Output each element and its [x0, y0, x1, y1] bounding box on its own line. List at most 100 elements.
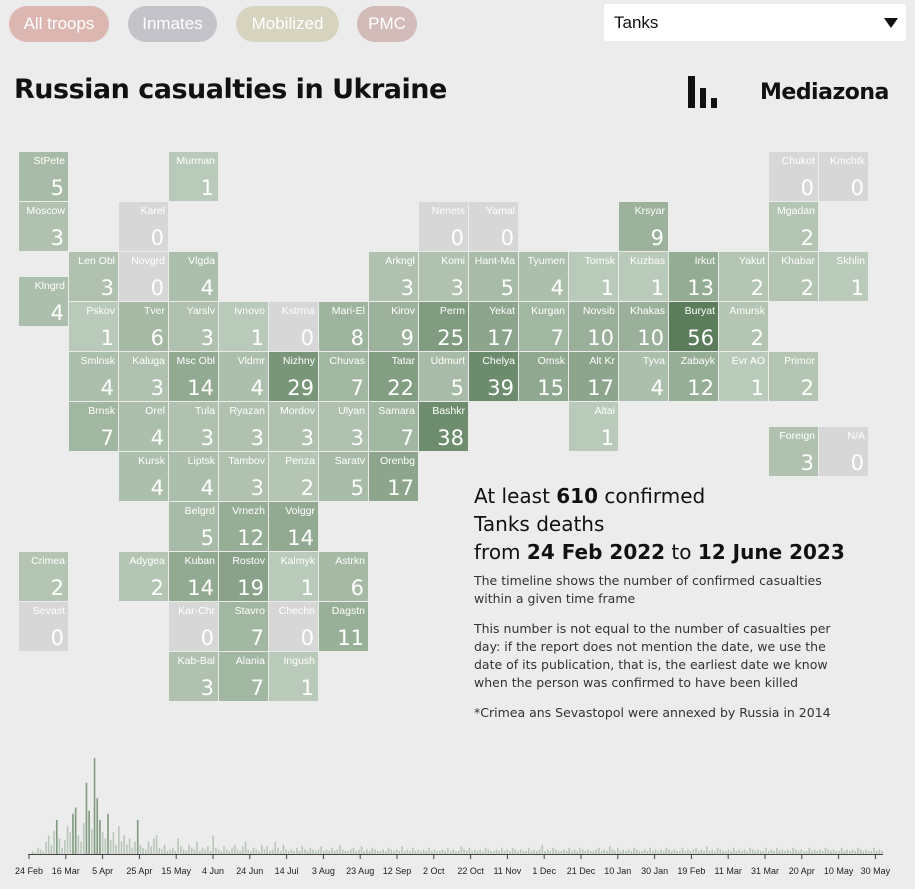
region-tile-yekat[interactable]: Yekat 17 [469, 302, 518, 351]
region-tile-moscow[interactable]: Moscow 3 [19, 202, 68, 251]
region-name: Udmurt [430, 355, 465, 367]
region-tile-khakas[interactable]: Khakas 10 [619, 302, 668, 351]
filter-pill-all-troops[interactable]: All troops [9, 6, 109, 42]
region-tile-mari-el[interactable]: Mari-El 8 [319, 302, 368, 351]
region-name: Ivnovo [234, 305, 265, 317]
region-tile-yarslv[interactable]: Yarslv 3 [169, 302, 218, 351]
region-tile-ryazan[interactable]: Ryazan 3 [219, 402, 268, 451]
region-tile-primor[interactable]: Primor 2 [769, 352, 818, 401]
region-tile-saratv[interactable]: Saratv 5 [319, 452, 368, 501]
region-tile-kar-chr[interactable]: Kar-Chr 0 [169, 602, 218, 651]
region-tile-rostov[interactable]: Rostov 19 [219, 552, 268, 601]
region-tile-tula[interactable]: Tula 3 [169, 402, 218, 451]
region-tile-ivnovo[interactable]: Ivnovo 1 [219, 302, 268, 351]
region-tile-crimea[interactable]: Crimea 2 [19, 552, 68, 601]
region-tile-samara[interactable]: Samara 7 [369, 402, 418, 451]
region-tile-buryat[interactable]: Buryat 56 [669, 302, 718, 351]
region-tile-stavro[interactable]: Stavro 7 [219, 602, 268, 651]
region-tile-kursk[interactable]: Kursk 4 [119, 452, 168, 501]
region-tile-smlnsk[interactable]: Smlnsk 4 [69, 352, 118, 401]
region-tile-kmchtk[interactable]: Kmchtk 0 [819, 152, 868, 201]
region-tile-astrkn[interactable]: Astrkn 6 [319, 552, 368, 601]
timeline-bar [328, 850, 330, 854]
region-tile-zabayk[interactable]: Zabayk 12 [669, 352, 718, 401]
region-tile-belgrd[interactable]: Belgrd 5 [169, 502, 218, 551]
region-tile-vrnezh[interactable]: Vrnezh 12 [219, 502, 268, 551]
region-tile-arkngl[interactable]: Arkngl 3 [369, 252, 418, 301]
region-tile-vlgda[interactable]: Vlgda 4 [169, 252, 218, 301]
region-tile-khabar[interactable]: Khabar 2 [769, 252, 818, 301]
region-tile-altai[interactable]: Altai 1 [569, 402, 618, 451]
region-tile-kaluga[interactable]: Kaluga 3 [119, 352, 168, 401]
region-tile-perm[interactable]: Perm 25 [419, 302, 468, 351]
region-tile-nizhny[interactable]: Nizhny 29 [269, 352, 318, 401]
region-tile-kstrma[interactable]: Kstrma 0 [269, 302, 318, 351]
region-tile-pskov[interactable]: Pskov 1 [69, 302, 118, 351]
region-tile-volggr[interactable]: Volggr 14 [269, 502, 318, 551]
region-tile-chelya[interactable]: Chelya 39 [469, 352, 518, 401]
timeline-bar [441, 849, 444, 854]
region-tile-adygea[interactable]: Adygea 2 [119, 552, 168, 601]
region-tile-n-a[interactable]: N/A 0 [819, 427, 868, 476]
region-tile-hant-ma[interactable]: Hant-Ma 5 [469, 252, 518, 301]
region-tile-stpete[interactable]: StPete 5 [19, 152, 68, 201]
region-tile-kurgan[interactable]: Kurgan 7 [519, 302, 568, 351]
region-tile-krsyar[interactable]: Krsyar 9 [619, 202, 668, 251]
region-tile-tomsk[interactable]: Tomsk 1 [569, 252, 618, 301]
region-tile-chuvas[interactable]: Chuvas 7 [319, 352, 368, 401]
region-tile-foreign[interactable]: Foreign 3 [769, 427, 818, 476]
region-tile-mordov[interactable]: Mordov 3 [269, 402, 318, 451]
region-tile-chukot[interactable]: Chukot 0 [769, 152, 818, 201]
region-tile-ingush[interactable]: Ingush 1 [269, 652, 318, 701]
region-tile-bashkr[interactable]: Bashkr 38 [419, 402, 468, 451]
region-tile-alt-kr[interactable]: Alt Kr 17 [569, 352, 618, 401]
region-tile-kalmyk[interactable]: Kalmyk 1 [269, 552, 318, 601]
region-tile-penza[interactable]: Penza 2 [269, 452, 318, 501]
filter-pill-pmc[interactable]: PMC [357, 6, 417, 42]
region-tile-liptsk[interactable]: Liptsk 4 [169, 452, 218, 501]
region-tile-msc-obl[interactable]: Msc Obl 14 [169, 352, 218, 401]
filter-pill-mobilized[interactable]: Mobilized [236, 6, 339, 42]
region-tile-amursk[interactable]: Amursk 2 [719, 302, 768, 351]
region-tile-kuzbas[interactable]: Kuzbas 1 [619, 252, 668, 301]
region-tile-kirov[interactable]: Kirov 9 [369, 302, 418, 351]
timeline-chart[interactable] [28, 750, 888, 860]
region-tile-tambov[interactable]: Tambov 3 [219, 452, 268, 501]
region-tile-sevast[interactable]: Sevast 0 [19, 602, 68, 651]
region-count: 0 [300, 626, 314, 650]
region-tile-novgrd[interactable]: Novgrd 0 [119, 252, 168, 301]
region-tile-orel[interactable]: Orel 4 [119, 402, 168, 451]
troop-type-select[interactable]: Tanks [604, 4, 906, 41]
region-tile-orenbg[interactable]: Orenbg 17 [369, 452, 418, 501]
region-tile-evr-ao[interactable]: Evr AO 1 [719, 352, 768, 401]
region-tile-karel[interactable]: Karel 0 [119, 202, 168, 251]
region-tile-klngrd[interactable]: Klngrd 4 [19, 277, 68, 326]
region-tile-mgadan[interactable]: Mgadan 2 [769, 202, 818, 251]
region-tile-omsk[interactable]: Omsk 15 [519, 352, 568, 401]
timeline-bar [673, 849, 676, 854]
region-tile-tyva[interactable]: Tyva 4 [619, 352, 668, 401]
region-name: Kmchtk [829, 155, 865, 167]
region-tile-komi[interactable]: Komi 3 [419, 252, 468, 301]
region-tile-murman[interactable]: Murman 1 [169, 152, 218, 201]
region-tile-chechn[interactable]: Chechn 0 [269, 602, 318, 651]
filter-pill-inmates[interactable]: Inmates [128, 6, 217, 42]
region-tile-kab-bal[interactable]: Kab-Bal 3 [169, 652, 218, 701]
region-tile-brnsk[interactable]: Brnsk 7 [69, 402, 118, 451]
region-tile-skhlin[interactable]: Skhlin 1 [819, 252, 868, 301]
region-tile-dagstn[interactable]: Dagstn 11 [319, 602, 368, 651]
region-tile-irkut[interactable]: Irkut 13 [669, 252, 718, 301]
region-tile-tyumen[interactable]: Tyumen 4 [519, 252, 568, 301]
region-tile-alania[interactable]: Alania 7 [219, 652, 268, 701]
region-tile-len-obl[interactable]: Len Obl 3 [69, 252, 118, 301]
region-tile-tatar[interactable]: Tatar 22 [369, 352, 418, 401]
region-tile-vldmr[interactable]: Vldmr 4 [219, 352, 268, 401]
region-tile-ulyan[interactable]: Ulyan 3 [319, 402, 368, 451]
region-tile-yamal[interactable]: Yamal 0 [469, 202, 518, 251]
region-tile-udmurt[interactable]: Udmurt 5 [419, 352, 468, 401]
region-tile-kuban[interactable]: Kuban 14 [169, 552, 218, 601]
region-tile-nenets[interactable]: Nenets 0 [419, 202, 468, 251]
region-tile-novsib[interactable]: Novsib 10 [569, 302, 618, 351]
region-tile-tver[interactable]: Tver 6 [119, 302, 168, 351]
region-tile-yakut[interactable]: Yakut 2 [719, 252, 768, 301]
